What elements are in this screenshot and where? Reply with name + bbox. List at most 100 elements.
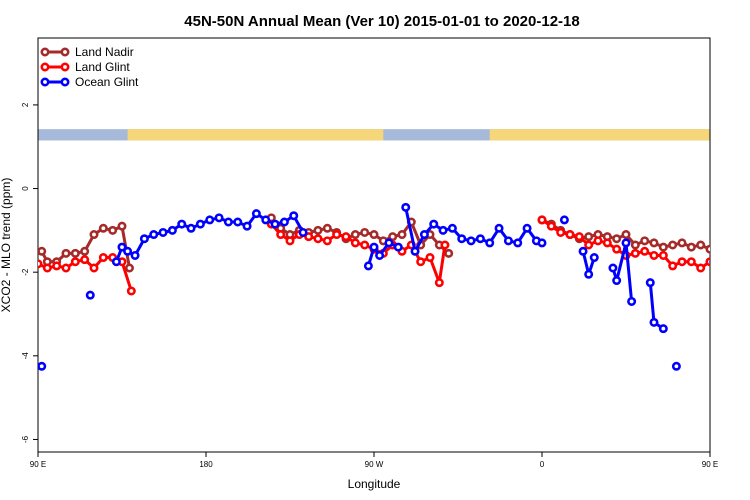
data-point bbox=[332, 230, 342, 240]
x-tick-label: 180 bbox=[199, 460, 213, 469]
data-point bbox=[649, 250, 659, 260]
data-point bbox=[429, 219, 439, 229]
legend-item: Land Glint bbox=[40, 60, 130, 74]
data-point bbox=[42, 263, 52, 273]
data-point bbox=[537, 215, 547, 225]
data-point bbox=[559, 215, 569, 225]
data-point bbox=[621, 238, 631, 248]
data-point bbox=[139, 234, 149, 244]
y-axis: 2 0 -2 -4 -6 bbox=[21, 102, 38, 443]
y-tick-label: -2 bbox=[21, 268, 30, 276]
y-tick-label: 2 bbox=[21, 102, 30, 107]
data-point bbox=[677, 257, 687, 267]
series-line bbox=[404, 207, 543, 253]
data-point bbox=[369, 230, 379, 240]
legend-marker bbox=[60, 62, 70, 72]
data-point bbox=[397, 230, 407, 240]
data-point bbox=[739, 236, 745, 242]
series-line bbox=[611, 241, 634, 302]
data-point bbox=[233, 217, 243, 227]
data-point bbox=[425, 253, 435, 263]
data-point bbox=[322, 236, 332, 246]
data-point bbox=[503, 236, 513, 246]
data-point bbox=[677, 238, 687, 248]
data-point bbox=[124, 263, 134, 273]
data-point bbox=[574, 232, 584, 242]
data-point bbox=[360, 227, 370, 237]
data-point bbox=[722, 248, 728, 254]
data-point bbox=[61, 248, 71, 258]
data-point bbox=[419, 230, 429, 240]
data-point bbox=[584, 269, 594, 279]
data-point bbox=[177, 219, 187, 229]
data-point bbox=[735, 265, 741, 271]
legend-marker bbox=[40, 47, 50, 57]
data-point bbox=[658, 250, 668, 260]
data-point bbox=[279, 217, 289, 227]
data-point bbox=[658, 324, 668, 334]
data-point bbox=[52, 261, 62, 271]
data-point bbox=[716, 244, 722, 250]
land-band bbox=[489, 129, 710, 141]
data-point bbox=[584, 232, 594, 242]
data-point bbox=[522, 223, 532, 233]
data-point bbox=[123, 246, 133, 256]
data-point bbox=[593, 236, 603, 246]
data-point bbox=[38, 259, 43, 269]
x-tick-label: 90 W bbox=[365, 460, 384, 469]
data-point bbox=[80, 255, 90, 265]
data-point bbox=[360, 240, 370, 250]
data-point bbox=[126, 286, 136, 296]
data-point bbox=[158, 227, 168, 237]
data-point bbox=[205, 215, 215, 225]
data-point bbox=[375, 250, 385, 260]
land-band bbox=[127, 129, 384, 141]
data-point bbox=[98, 223, 108, 233]
data-point bbox=[89, 230, 99, 240]
data-point bbox=[393, 242, 403, 252]
data-point bbox=[612, 234, 622, 244]
data-point bbox=[668, 261, 678, 271]
data-point bbox=[630, 248, 640, 258]
data-point bbox=[444, 248, 454, 258]
legend-item: Ocean Glint bbox=[40, 75, 139, 89]
data-point bbox=[686, 242, 696, 252]
data-point bbox=[729, 252, 735, 258]
data-point bbox=[117, 221, 127, 231]
data-point bbox=[438, 225, 448, 235]
series-line bbox=[114, 212, 305, 263]
data-point bbox=[223, 217, 233, 227]
legend-marker bbox=[60, 47, 70, 57]
data-point bbox=[388, 232, 398, 242]
data-point bbox=[466, 236, 476, 246]
data-point bbox=[440, 240, 450, 250]
data-point bbox=[630, 240, 640, 250]
data-point bbox=[108, 225, 118, 235]
data-point bbox=[716, 265, 722, 271]
data-point bbox=[251, 209, 261, 219]
data-point bbox=[612, 276, 622, 286]
data-point bbox=[744, 250, 750, 256]
data-point bbox=[744, 259, 750, 265]
data-point bbox=[401, 202, 411, 212]
data-point bbox=[369, 242, 379, 252]
data-point bbox=[410, 246, 420, 256]
data-point bbox=[735, 250, 741, 256]
data-point bbox=[214, 213, 224, 223]
data-point bbox=[70, 248, 80, 258]
legend-label: Land Glint bbox=[75, 60, 130, 74]
data-point bbox=[38, 361, 47, 371]
data-point bbox=[671, 361, 681, 371]
data-point bbox=[725, 259, 731, 265]
data-point bbox=[149, 230, 159, 240]
data-point bbox=[313, 225, 323, 235]
y-tick-label: -4 bbox=[21, 352, 30, 360]
data-point bbox=[494, 223, 504, 233]
data-point bbox=[649, 238, 659, 248]
data-point bbox=[640, 246, 650, 256]
data-point bbox=[627, 296, 637, 306]
data-point bbox=[111, 257, 121, 267]
data-point bbox=[649, 317, 659, 327]
